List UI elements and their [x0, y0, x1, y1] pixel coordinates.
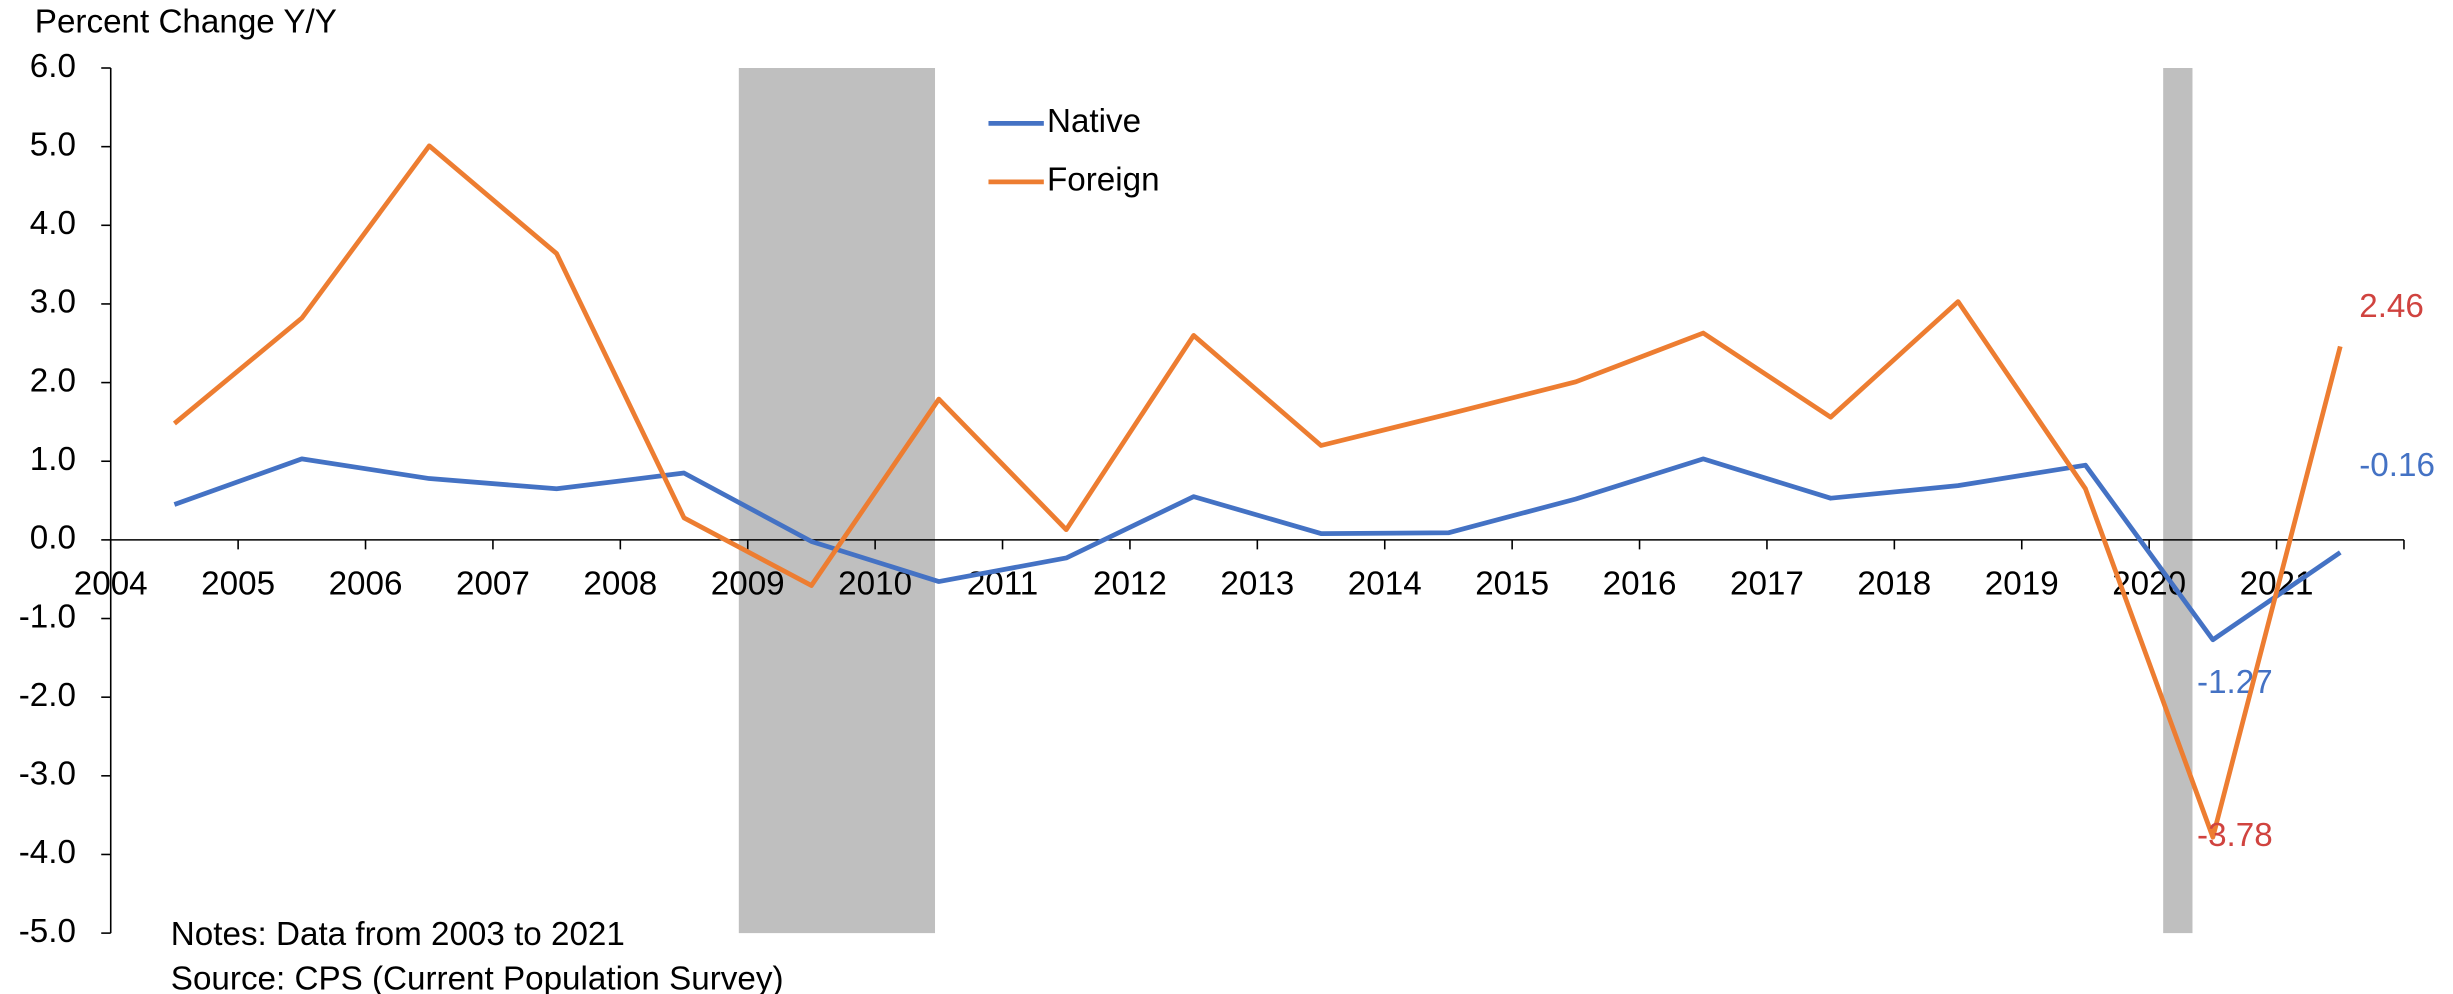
data-label: 2.46: [2359, 288, 2424, 325]
line-series: [173, 456, 2342, 643]
legend-label: Foreign: [1047, 162, 1160, 199]
x-tick-label: 2008: [583, 566, 657, 603]
y-tick-label: 5.0: [30, 126, 76, 163]
y-tick-label: 6.0: [30, 48, 76, 85]
recession-shade: [2163, 68, 2193, 934]
y-axis-label: Percent Change Y/Y: [35, 3, 337, 40]
x-tick-label: 2006: [329, 566, 403, 603]
y-tick-label: -5.0: [19, 913, 76, 950]
recession-shade: [738, 68, 936, 934]
x-tick-label: 2018: [1857, 566, 1931, 603]
x-tick-label: 2014: [1348, 566, 1422, 603]
x-tick-label: 2012: [1093, 566, 1167, 603]
y-tick-label: 2.0: [30, 362, 76, 399]
legend-label: Native: [1047, 103, 1141, 140]
x-tick-label: 2017: [1730, 566, 1804, 603]
y-tick-label: 0.0: [30, 520, 76, 557]
y-tick-label: -2.0: [19, 677, 76, 714]
y-tick-label: -1.0: [19, 598, 76, 635]
x-tick-label: 2019: [1985, 566, 2059, 603]
note: Source: CPS (Current Population Survey): [171, 960, 784, 994]
line-series: [172, 143, 2343, 840]
y-tick-label: -4.0: [19, 834, 76, 871]
x-tick-label: 2016: [1603, 566, 1677, 603]
y-tick-label: -3.0: [19, 756, 76, 793]
y-tick-label: 1.0: [30, 441, 76, 478]
x-tick-label: 2004: [74, 566, 148, 603]
data-label: -0.16: [2359, 447, 2435, 484]
y-tick-label: 4.0: [30, 205, 76, 242]
x-tick-label: 2005: [201, 566, 275, 603]
x-tick-label: 2007: [456, 566, 530, 603]
x-tick-label: 2013: [1220, 566, 1294, 603]
y-tick-label: 3.0: [30, 284, 76, 321]
x-tick-label: 2009: [711, 566, 785, 603]
x-tick-label: 2015: [1475, 566, 1549, 603]
data-label: -1.27: [2197, 664, 2273, 701]
note: Notes: Data from 2003 to 2021: [171, 916, 625, 953]
data-label: -3.78: [2197, 817, 2273, 854]
